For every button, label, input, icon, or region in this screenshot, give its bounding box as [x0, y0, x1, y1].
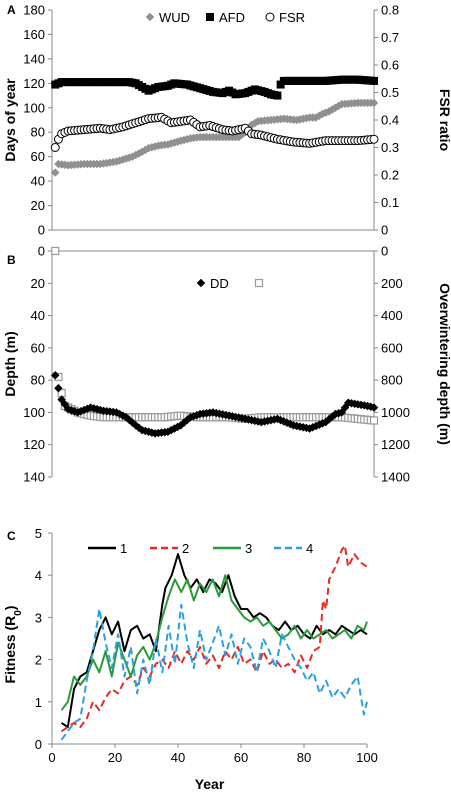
- panel-c-x-tick-label: 20: [108, 750, 122, 765]
- panel-a-left-tick-label: 160: [23, 27, 45, 42]
- panel-b-right-tick-label: 600: [381, 340, 403, 355]
- panel-a-left-tick-label: 0: [38, 223, 45, 238]
- panel-c-x-tick-label: 80: [297, 750, 311, 765]
- panel-a-letter: A: [7, 3, 16, 17]
- panel-c-series-4: [60, 603, 368, 741]
- panel-b-left-tick-label: 140: [23, 470, 45, 485]
- panel-c-x-tick-label: 60: [234, 750, 248, 765]
- panel-b-right-tick-label: 1000: [381, 405, 410, 420]
- panel-a-left-tick-label: 80: [31, 125, 45, 140]
- panel-b-left-tick-label: 20: [31, 276, 45, 291]
- panel-b-right-tick-label: 1200: [381, 437, 410, 452]
- panel-a-right-tick-label: 0.6: [381, 58, 399, 73]
- panel-b-point-overwintering: [369, 416, 379, 425]
- panel-c-legend-label-4: 4: [306, 541, 313, 556]
- panel-c-y-title-subscript: 0: [13, 610, 24, 616]
- panel-a-y2-title: FSR ratio: [437, 89, 451, 151]
- panel-a-point-fsr: [50, 143, 60, 152]
- panel-a-legend-marker-afd: [206, 13, 214, 21]
- panel-b-legend-marker-overwintering: [254, 278, 264, 288]
- panel-b-y2-title: Overwintering depth (m): [437, 283, 451, 445]
- panel-b-legend-label: DD: [210, 276, 229, 291]
- panel-b-legend-marker-dd: [196, 278, 206, 288]
- panel-a-left-tick-label: 60: [31, 149, 45, 164]
- panel-a-left-tick-label: 120: [23, 76, 45, 91]
- panel-a-left-tick-label: 180: [23, 3, 45, 18]
- panel-c-x-tick-label: 100: [356, 750, 378, 765]
- panel-c-y-tick-label: 2: [35, 653, 42, 668]
- panel-b-letter: B: [7, 253, 16, 267]
- panel-a-point-wud: [369, 98, 379, 108]
- panel-b-left-tick-label: 80: [31, 373, 45, 388]
- panel-b-right-tick-label: 800: [381, 373, 403, 388]
- panel-b-right-tick-label: 1400: [381, 470, 410, 485]
- panel-a-point-wud: [50, 168, 60, 177]
- panel-a-right-tick-label: 0.8: [381, 3, 399, 18]
- panel-a-left-tick-label: 100: [23, 100, 45, 115]
- panel-b-left-tick-label: 40: [31, 308, 45, 323]
- panel-b-left-tick-label: 60: [31, 340, 45, 355]
- panel-c-y-tick-label: 3: [35, 610, 42, 625]
- panel-b-right-tick-label: 400: [381, 308, 403, 323]
- panel-c-legend-label-1: 1: [120, 541, 127, 556]
- panel-c-x-tick-label: 0: [48, 750, 55, 765]
- panel-a-point-afd: [273, 91, 282, 100]
- panel-c-legend-label-3: 3: [245, 541, 252, 556]
- panel-c-letter: C: [7, 529, 16, 543]
- panel-b-y-title: Depth (m): [2, 331, 18, 396]
- panel-b-right-tick-label: 200: [381, 276, 403, 291]
- panel-b-point-dd: [369, 403, 379, 412]
- panel-a-point-fsr: [369, 134, 379, 144]
- panel-a-legend-marker-wud: [145, 12, 155, 22]
- panel-a-legend-label: WUD: [159, 10, 190, 25]
- panel-b-point-overwintering: [51, 246, 60, 256]
- panel-a-right-tick-label: 0: [381, 223, 388, 238]
- panel-c-series-3: [60, 574, 368, 711]
- panel-c-y-tick-label: 0: [35, 737, 42, 752]
- panel-b-left-tick-label: 0: [38, 244, 45, 259]
- panel-b-left-tick-label: 120: [23, 437, 45, 452]
- panel-b-right-tick-label: 0: [381, 244, 388, 259]
- panel-c-legend-label-2: 2: [182, 541, 189, 556]
- panel-a-right-tick-label: 0.1: [381, 195, 399, 210]
- panel-c-series-2: [60, 544, 368, 733]
- panel-c-y-title: Fitness (R0): [2, 606, 24, 684]
- panel-c-x-title: Year: [195, 776, 225, 792]
- panel-b-left-tick-label: 100: [23, 405, 45, 420]
- panel-b-point-dd: [54, 383, 63, 393]
- panel-a-right-tick-label: 0.4: [381, 113, 399, 128]
- panel-b-point-dd: [50, 370, 60, 380]
- panel-a-right-tick-label: 0.7: [381, 30, 399, 45]
- panel-a-point-afd: [370, 76, 378, 85]
- panel-a-right-tick-label: 0.5: [381, 85, 399, 100]
- panel-c-x-tick-label: 40: [171, 750, 185, 765]
- panel-a-y-title: Days of year: [2, 78, 18, 162]
- panel-a-legend-label: FSR: [279, 10, 305, 25]
- panel-c-y-tick-label: 5: [35, 526, 42, 541]
- panel-a-legend-marker-fsr: [265, 12, 275, 22]
- panel-a-right-tick-label: 0.3: [381, 140, 399, 155]
- panel-c-y-tick-label: 4: [35, 568, 42, 583]
- panel-a-legend-label: AFD: [219, 10, 245, 25]
- panel-a-left-tick-label: 20: [31, 198, 45, 213]
- panel-a-right-tick-label: 0.2: [381, 168, 399, 183]
- panel-a-left-tick-label: 40: [31, 174, 45, 189]
- panel-c-y-tick-label: 1: [35, 695, 42, 710]
- panel-a-left-tick-label: 140: [23, 51, 45, 66]
